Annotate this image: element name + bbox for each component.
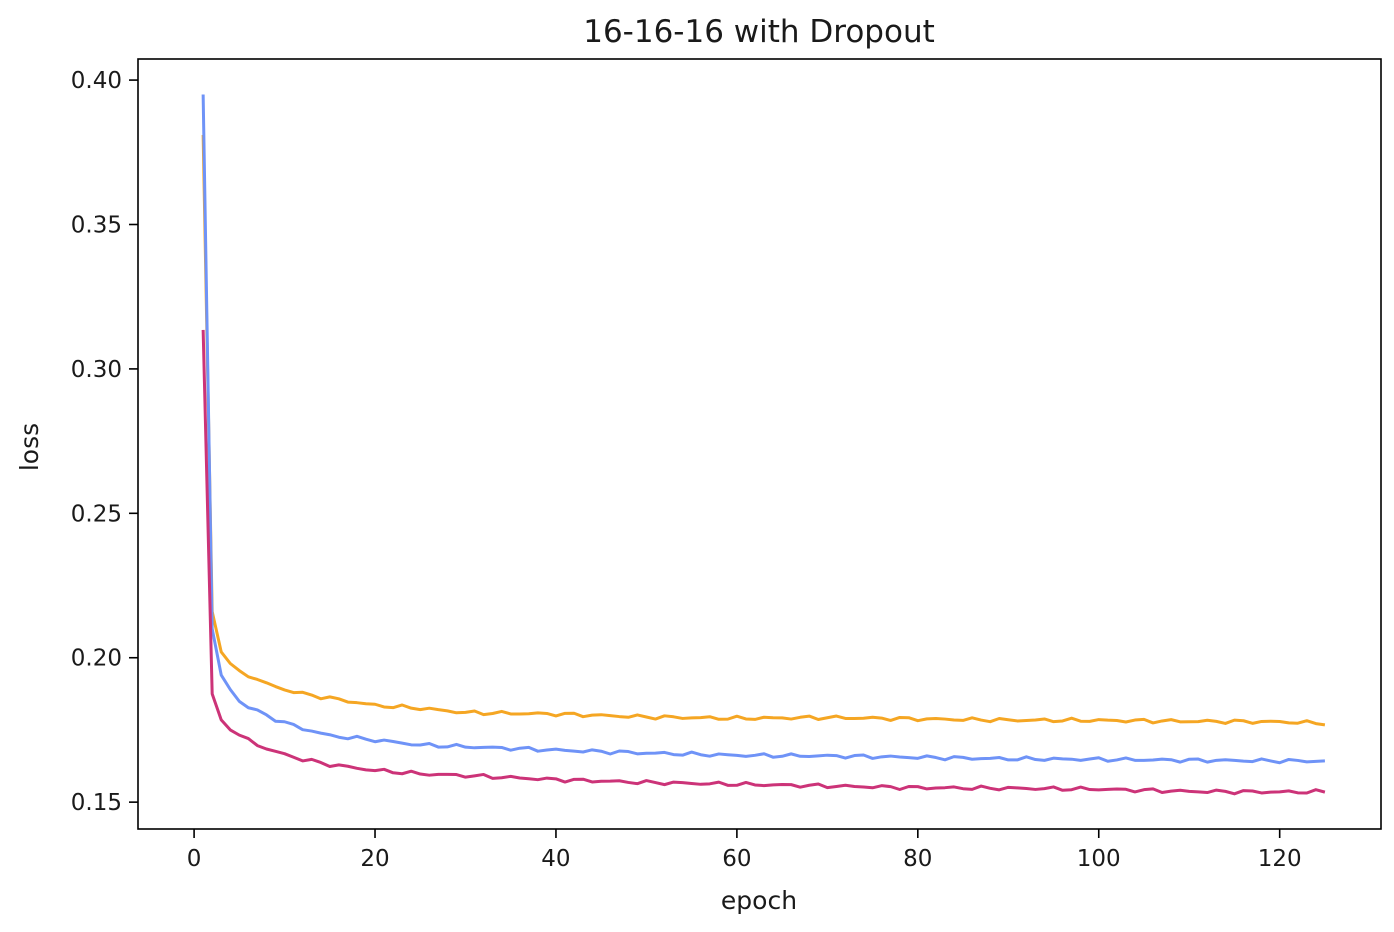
series-line-3 [201, 329, 1326, 796]
chart-title: 16-16-16 with Dropout [583, 14, 935, 50]
x-tick-label: 20 [360, 846, 389, 872]
plot-frame [137, 58, 1382, 830]
series-line-2 [201, 94, 1325, 765]
y-axis: 0.15 0.20 0.25 0.30 0.35 0.40 [71, 68, 138, 816]
y-tick-label: 0.30 [71, 357, 122, 383]
y-tick-label: 0.35 [71, 212, 122, 238]
series-layer [201, 94, 1326, 796]
x-tick-label: 120 [1258, 846, 1302, 872]
y-tick-label: 0.25 [71, 501, 122, 527]
y-tick-label: 0.40 [71, 68, 122, 94]
x-axis-label: epoch [721, 886, 797, 915]
series-line-1 [201, 134, 1326, 727]
y-tick-label: 0.15 [71, 790, 122, 816]
x-tick-label: 0 [187, 846, 202, 872]
x-tick-label: 100 [1077, 846, 1121, 872]
y-axis-label: loss [15, 423, 44, 471]
x-tick-label: 40 [541, 846, 570, 872]
y-tick-label: 0.20 [71, 646, 122, 672]
x-tick-label: 60 [722, 846, 751, 872]
x-axis: 0 20 40 60 80 100 120 [187, 829, 1302, 872]
x-tick-label: 80 [903, 846, 932, 872]
